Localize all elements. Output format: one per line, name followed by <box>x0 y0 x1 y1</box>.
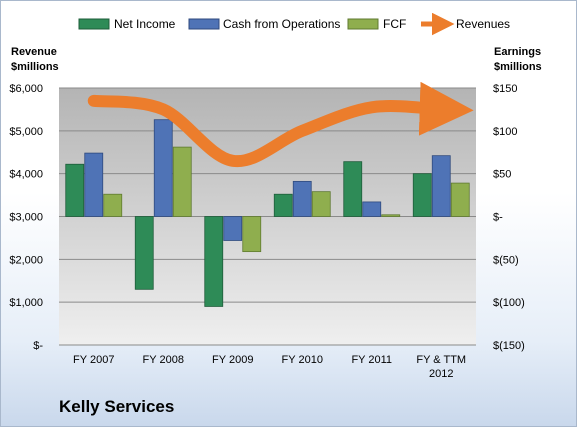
company-name: Kelly Services <box>59 397 175 416</box>
left-tick-label: $1,000 <box>9 297 43 309</box>
bar-fcf <box>311 191 331 217</box>
legend-swatch-net-income <box>78 18 110 30</box>
legend-label-net-income: Net Income <box>114 17 176 31</box>
category-label: FY 2008 <box>143 354 184 366</box>
gridlines <box>59 87 476 346</box>
bar-net-income <box>204 216 224 307</box>
bar-fcf <box>242 216 262 253</box>
right-axis-title-line2: $millions <box>494 61 542 73</box>
legend-item-net-income: Net Income <box>78 17 176 31</box>
category-label: FY & TTM 2012 <box>416 354 466 380</box>
right-tick-label: $100 <box>493 126 517 138</box>
bar-fcf <box>450 182 470 217</box>
bar-cash-from-operations <box>84 152 104 217</box>
bar-cash-from-operations <box>431 155 451 217</box>
bar-cash-from-operations <box>362 201 382 217</box>
left-axis-title-line2: $millions <box>11 61 59 73</box>
category-label: FY 2011 <box>351 354 392 366</box>
legend-item-cash-from-operations: Cash from Operations <box>188 17 340 31</box>
category-label: FY 2010 <box>282 354 323 366</box>
bar-net-income <box>273 193 293 217</box>
right-tick-label: $150 <box>493 83 517 95</box>
left-axis-title-line1: Revenue <box>11 46 57 58</box>
category-label: FY 2007 <box>73 354 114 366</box>
bar-series <box>65 119 470 307</box>
legend-item-revenues: Revenues <box>421 12 510 36</box>
revenue-line-path <box>87 81 474 168</box>
right-axis-ticks: $(150) $(100) $(50) $- $50 $100 $150 <box>493 83 525 352</box>
right-axis-title-line1: Earnings <box>494 46 541 58</box>
category-label: FY 2009 <box>212 354 253 366</box>
right-tick-label: $50 <box>493 169 511 181</box>
category-labels: FY 2007 FY 2008 FY 2009 FY 2010 FY 2011 FY & … <box>73 354 466 380</box>
bar-net-income <box>134 216 154 290</box>
legend-swatch-cash-from-operations <box>188 18 220 30</box>
bar-cash-from-operations <box>292 180 312 217</box>
left-tick-label: $2,000 <box>9 254 43 266</box>
bar-cash-from-operations <box>153 119 173 217</box>
right-tick-label: $(100) <box>493 297 525 309</box>
bar-fcf <box>103 193 123 217</box>
bar-net-income <box>343 161 363 217</box>
right-tick-label: $(150) <box>493 340 525 352</box>
left-tick-label: $5,000 <box>9 126 43 138</box>
legend-label-cash-from-operations: Cash from Operations <box>223 17 340 31</box>
legend-swatch-fcf <box>347 18 379 30</box>
right-tick-label: $- <box>493 212 503 224</box>
left-tick-label: $6,000 <box>9 83 43 95</box>
left-axis-ticks: $- $1,000 $2,000 $3,000 $4,000 $5,000 $6,000 <box>9 83 43 352</box>
left-tick-label: $3,000 <box>9 212 43 224</box>
bar-net-income <box>412 173 432 217</box>
legend-label-revenues: Revenues <box>456 17 510 31</box>
bar-fcf <box>381 214 401 217</box>
left-tick-label: $- <box>33 340 43 352</box>
right-tick-label: $(50) <box>493 254 519 266</box>
left-tick-label: $4,000 <box>9 169 43 181</box>
legend: Net Income Cash from Operations FCF Reve… <box>78 12 510 36</box>
legend-item-fcf: FCF <box>347 17 406 31</box>
bar-net-income <box>65 163 85 217</box>
revenue-line <box>87 81 474 168</box>
bar-cash-from-operations <box>223 216 243 241</box>
bar-fcf <box>172 146 192 217</box>
legend-label-fcf: FCF <box>383 17 406 31</box>
